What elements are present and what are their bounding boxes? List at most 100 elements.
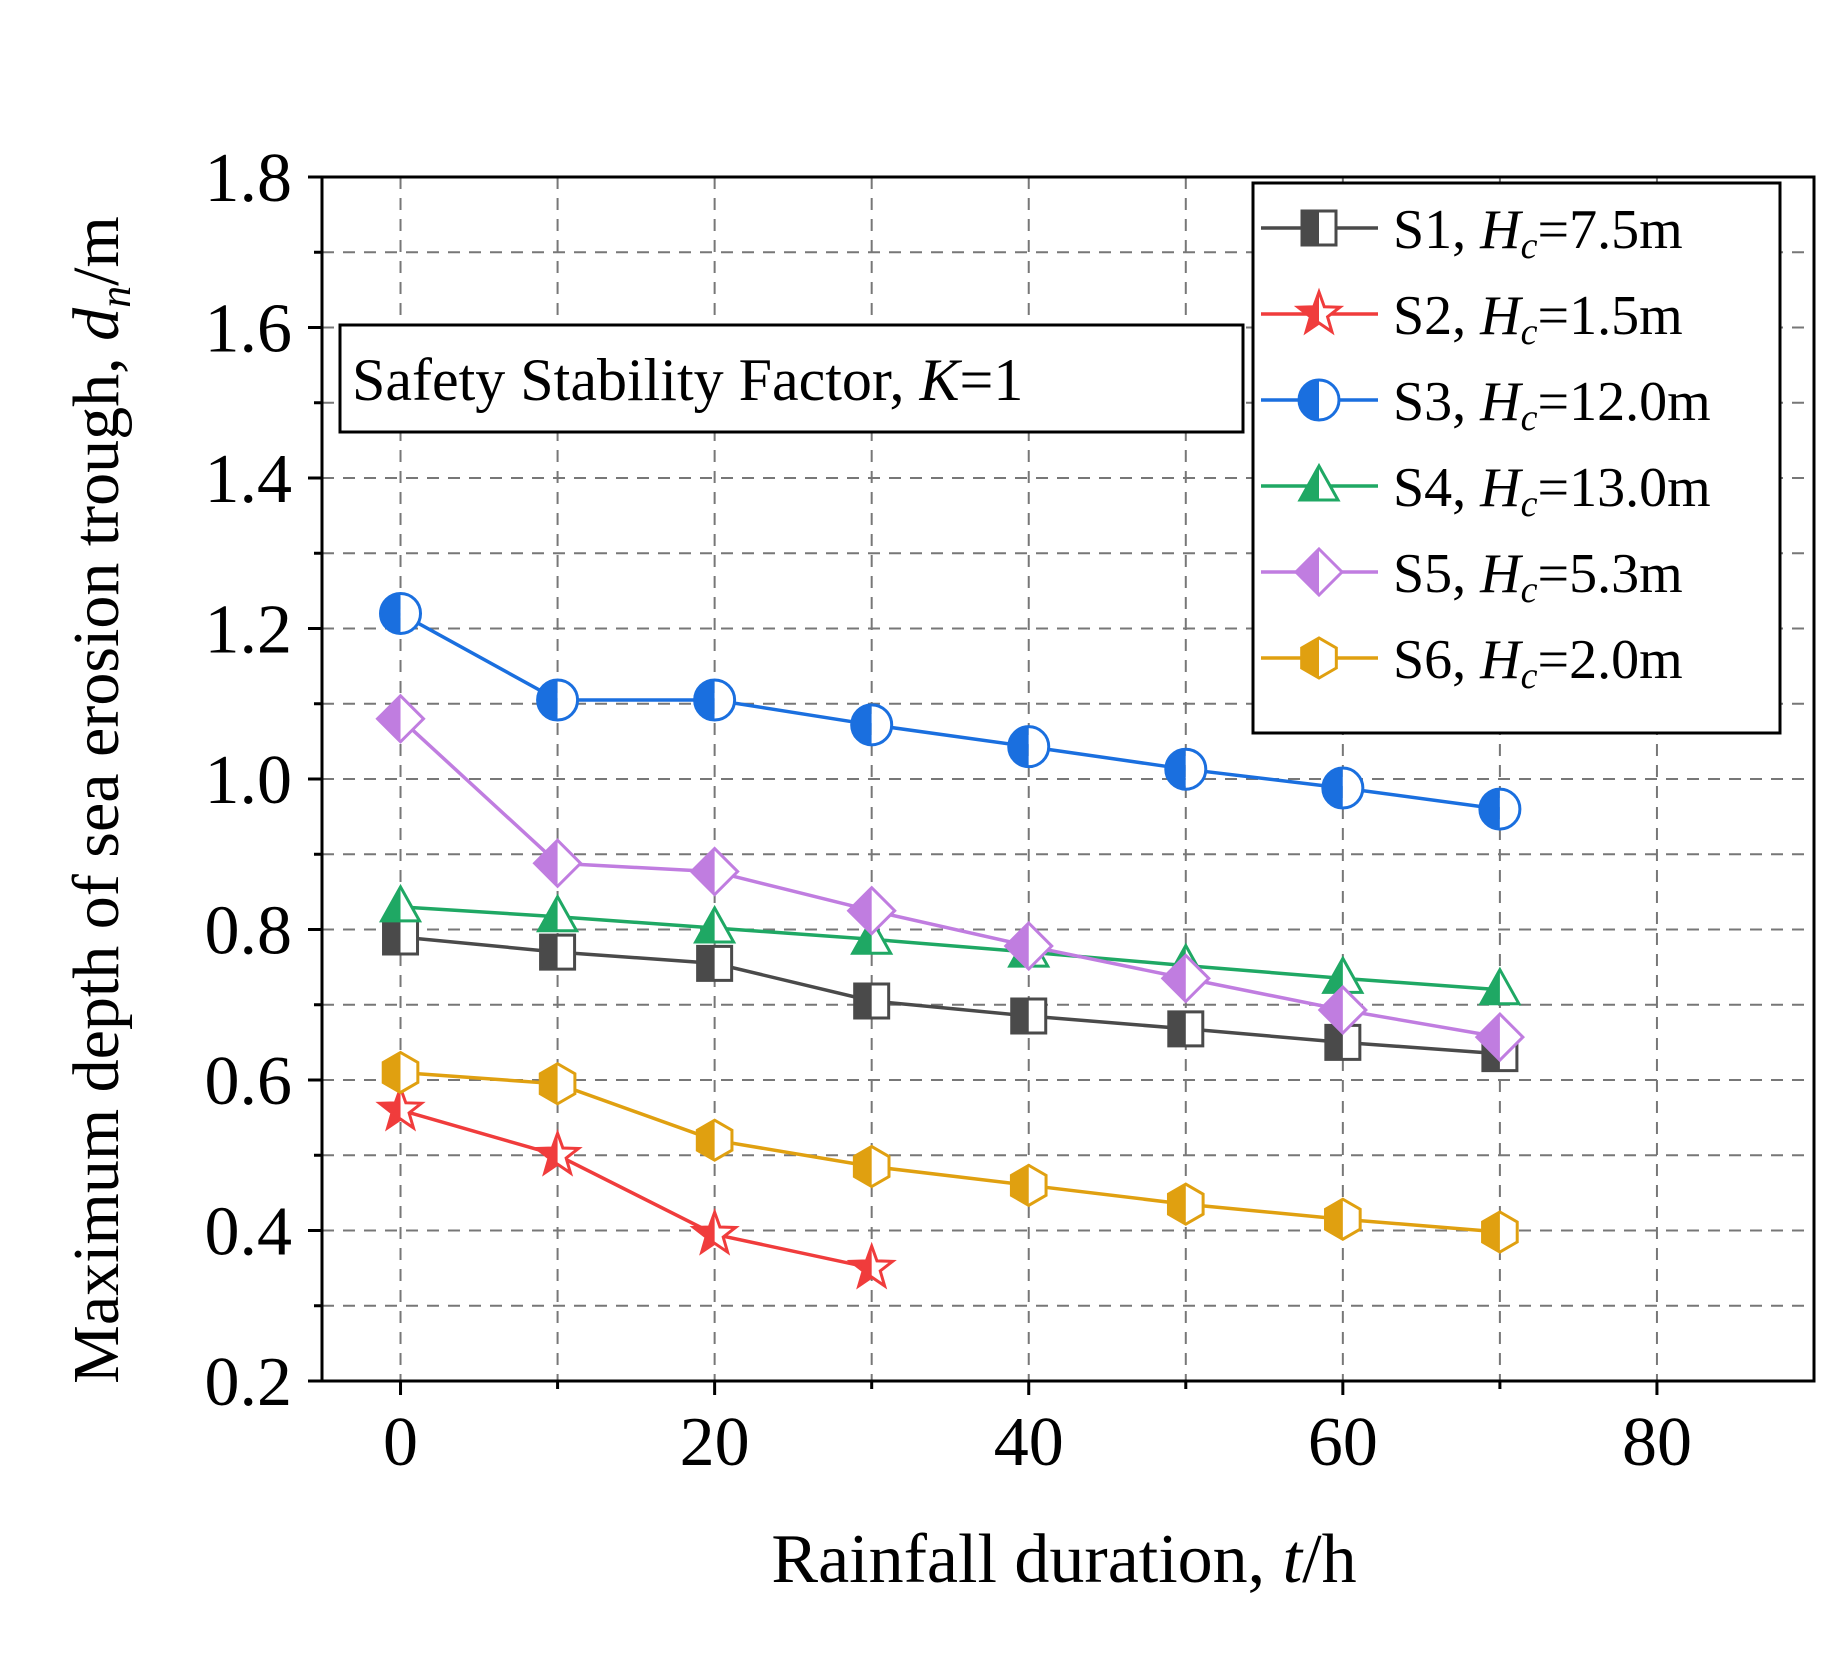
legend-var: H	[1479, 629, 1523, 691]
data-point-S6	[852, 1144, 891, 1189]
data-point-S5	[1003, 920, 1054, 972]
series-line-S2	[400, 1108, 873, 1270]
series-S3	[379, 591, 1522, 831]
series-S6	[381, 1050, 1519, 1254]
legend-sub: c	[1521, 225, 1538, 267]
y-tick-label: 0.2	[205, 1344, 293, 1421]
legend-item-S4: S4, Hc=13.0m	[1261, 457, 1711, 525]
legend-label-S6: S6, Hc=2.0m	[1393, 629, 1683, 697]
series-S2	[375, 1083, 897, 1290]
y-axis-label: Maximum depth of sea erosion trough, dn/…	[60, 216, 140, 1384]
series-line-S3	[399, 611, 1501, 811]
legend-series-name: S4,	[1393, 457, 1480, 519]
x-axis-label-var: t	[1283, 1521, 1304, 1598]
x-axis-label-text: Rainfall duration,	[771, 1521, 1282, 1598]
series	[375, 591, 1526, 1290]
x-axis-label: Rainfall duration, t/h	[771, 1521, 1356, 1598]
y-tick-label: 0.8	[205, 893, 293, 970]
legend-value: =1.5m	[1537, 285, 1682, 347]
legend-series-name: S3,	[1393, 371, 1480, 433]
legend-marker-S3	[1297, 378, 1341, 422]
data-point-S4	[1478, 966, 1522, 1006]
data-point-S1	[382, 918, 420, 956]
legend-marker-S2	[1293, 287, 1345, 336]
data-point-S5	[375, 693, 426, 744]
annotation-text: Safety Stability Factor, K=1	[352, 347, 1023, 413]
data-point-S6	[1481, 1210, 1519, 1254]
data-point-S2	[375, 1083, 426, 1132]
x-tick-label: 60	[1308, 1404, 1378, 1481]
data-point-S2	[532, 1128, 583, 1177]
legend-frame	[1251, 181, 1782, 735]
legend-value: =2.0m	[1537, 629, 1682, 691]
legend-sub: c	[1521, 311, 1538, 353]
y-tick-label: 0.6	[205, 1043, 293, 1120]
series-S5	[375, 693, 1526, 1063]
annotation-var: K	[919, 347, 963, 413]
annotation-label: Safety Stability Factor,	[352, 347, 920, 413]
data-point-S2	[689, 1207, 740, 1256]
x-tick-label: 80	[1622, 1404, 1692, 1481]
legend-item-S2: S2, Hc=1.5m	[1261, 285, 1683, 353]
data-point-S1	[539, 933, 577, 971]
x-tick-label: 0	[383, 1404, 418, 1481]
legend-value: =13.0m	[1537, 457, 1710, 519]
series-line-S4	[400, 905, 1501, 992]
data-point-S6	[695, 1118, 734, 1162]
data-point-S4	[536, 893, 580, 933]
legend-label-S1: S1, Hc=7.5m	[1393, 199, 1683, 267]
y-tick-label: 0.4	[205, 1194, 293, 1271]
legend-var: H	[1479, 543, 1523, 605]
annotation-suffix: =1	[960, 347, 1024, 413]
data-point-S1	[1167, 1010, 1205, 1048]
legend-value: =7.5m	[1537, 199, 1682, 261]
data-point-S3	[693, 678, 737, 722]
y-axis-label-var: d	[60, 307, 133, 341]
x-tick-label: 20	[680, 1404, 750, 1481]
legend-marker-S6	[1300, 636, 1338, 680]
data-point-S3	[536, 678, 580, 722]
legend-sub: c	[1521, 569, 1538, 611]
data-point-S5	[532, 838, 583, 889]
y-tick-label: 1.8	[205, 140, 293, 217]
data-point-S4	[693, 904, 737, 944]
data-point-S5	[1160, 953, 1211, 1004]
axis-ticks: 0 20 40 60 80 0.2 0.4 0.6 0.8 1.0 1.2 1.4 1.6 1.8	[205, 140, 1692, 1481]
y-axis-label-sub: n	[91, 286, 140, 308]
series-line-S1	[400, 935, 1501, 1056]
data-point-S5	[1474, 1011, 1526, 1063]
series-line-S6	[400, 1070, 1501, 1234]
legend-series-name: S6,	[1393, 629, 1480, 691]
y-tick-label: 1.2	[205, 592, 293, 669]
legend-item-S6: S6, Hc=2.0m	[1261, 629, 1683, 697]
annotation-frame	[338, 323, 1245, 434]
data-point-S3	[1321, 766, 1365, 810]
data-point-S2	[846, 1241, 897, 1290]
legend-series-name: S5,	[1393, 543, 1480, 605]
legend-label-S3: S3, Hc=12.0m	[1393, 371, 1711, 439]
y-tick-label: 1.4	[205, 441, 293, 518]
legend-item-S3: S3, Hc=12.0m	[1261, 371, 1711, 439]
data-point-S1	[1010, 997, 1048, 1035]
data-point-S1	[696, 944, 734, 982]
data-point-S3	[1164, 747, 1208, 791]
legend-sub: c	[1521, 397, 1538, 439]
legend-marker-S1	[1300, 209, 1338, 247]
legend-item-S1: S1, Hc=7.5m	[1261, 199, 1683, 267]
legend-value: =5.3m	[1537, 543, 1682, 605]
y-axis-label-text: Maximum depth of sea erosion trough,	[60, 341, 133, 1384]
legend-label-S2: S2, Hc=1.5m	[1393, 285, 1683, 353]
legend-item-S5: S5, Hc=5.3m	[1261, 543, 1683, 611]
legend-series-name: S1,	[1393, 199, 1480, 261]
legend-value: =12.0m	[1537, 371, 1710, 433]
data-point-S6	[1166, 1182, 1205, 1226]
data-point-S3	[1478, 787, 1522, 831]
y-axis-label-unit: /m	[60, 216, 133, 286]
y-tick-label: 1.0	[205, 742, 293, 819]
legend-marker-S5	[1293, 546, 1345, 598]
legend-label-S5: S5, Hc=5.3m	[1393, 543, 1683, 611]
data-point-S5	[1317, 984, 1368, 1036]
series-line-S5	[399, 717, 1501, 1039]
data-point-S6	[1009, 1163, 1048, 1208]
